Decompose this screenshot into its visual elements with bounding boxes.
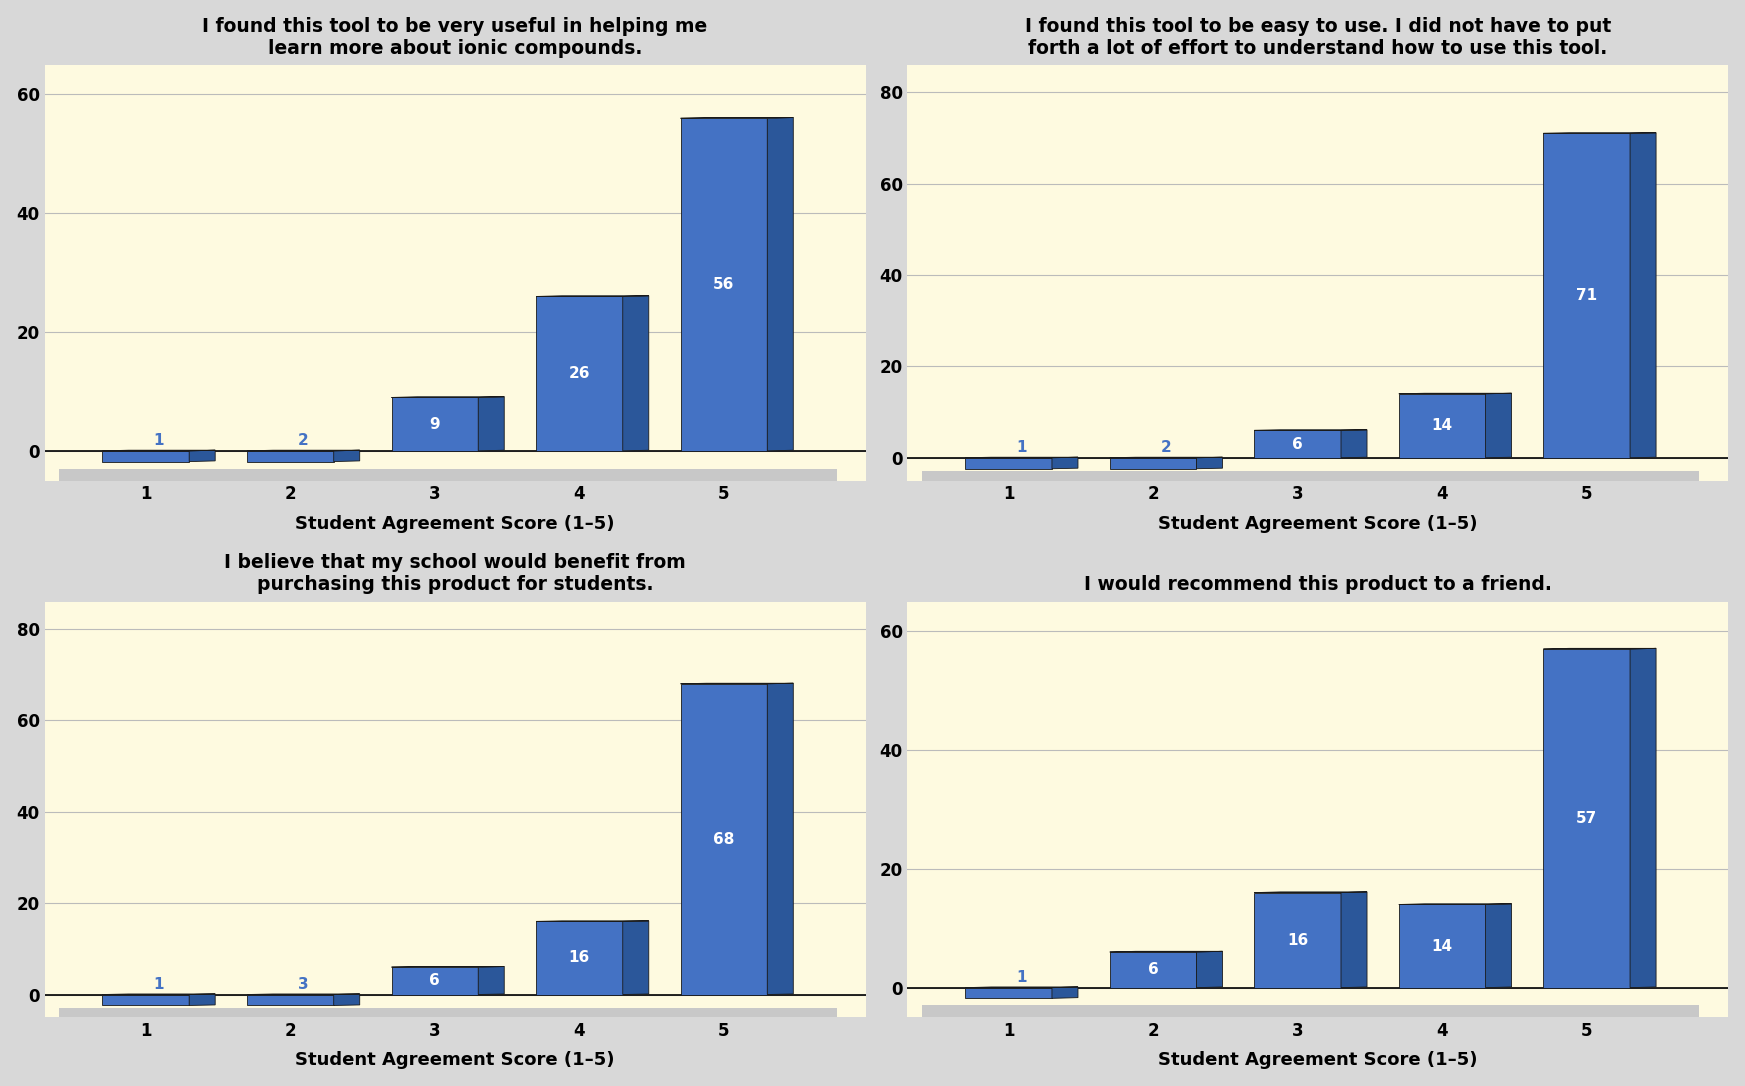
X-axis label: Student Agreement Score (1–5): Student Agreement Score (1–5) (295, 515, 614, 532)
Polygon shape (536, 921, 623, 995)
Text: 1: 1 (154, 433, 164, 449)
Polygon shape (1630, 132, 1656, 458)
X-axis label: Student Agreement Score (1–5): Student Agreement Score (1–5) (295, 1051, 614, 1070)
Polygon shape (391, 397, 478, 451)
Text: 6: 6 (1293, 437, 1304, 452)
Polygon shape (921, 471, 1700, 481)
Polygon shape (1630, 648, 1656, 987)
Polygon shape (103, 995, 188, 1006)
Text: 14: 14 (1431, 938, 1454, 954)
Text: 71: 71 (1576, 288, 1597, 303)
Polygon shape (1399, 905, 1485, 987)
Text: 2: 2 (298, 433, 309, 449)
Polygon shape (248, 451, 333, 462)
Polygon shape (333, 994, 359, 1006)
Text: 56: 56 (714, 277, 735, 292)
Title: I found this tool to be very useful in helping me
learn more about ionic compoun: I found this tool to be very useful in h… (202, 16, 708, 58)
Polygon shape (59, 469, 836, 481)
Polygon shape (188, 994, 215, 1006)
Text: 16: 16 (1288, 933, 1309, 948)
Polygon shape (1197, 457, 1223, 469)
Text: 1: 1 (1016, 970, 1026, 985)
Polygon shape (59, 1008, 836, 1018)
Text: 1: 1 (1016, 441, 1026, 455)
Polygon shape (623, 295, 649, 451)
Polygon shape (1110, 458, 1197, 469)
Text: 1: 1 (154, 977, 164, 993)
Text: 9: 9 (429, 417, 440, 431)
Title: I would recommend this product to a friend.: I would recommend this product to a frie… (1084, 576, 1551, 594)
Text: 16: 16 (569, 950, 590, 965)
Polygon shape (536, 296, 623, 451)
Text: 2: 2 (1160, 441, 1171, 455)
Polygon shape (1485, 904, 1511, 987)
Polygon shape (1485, 393, 1511, 458)
Text: 68: 68 (714, 832, 735, 847)
Polygon shape (1543, 649, 1630, 987)
Polygon shape (1052, 457, 1078, 469)
Text: 26: 26 (569, 366, 590, 381)
Polygon shape (681, 684, 768, 995)
Text: 57: 57 (1576, 811, 1597, 825)
Polygon shape (103, 451, 188, 462)
Polygon shape (768, 683, 794, 995)
Polygon shape (1255, 430, 1340, 458)
Title: I found this tool to be easy to use. I did not have to put
forth a lot of effort: I found this tool to be easy to use. I d… (1024, 16, 1611, 58)
X-axis label: Student Agreement Score (1–5): Student Agreement Score (1–5) (1159, 515, 1478, 532)
Text: 3: 3 (298, 977, 309, 993)
Polygon shape (478, 967, 504, 995)
Polygon shape (248, 995, 333, 1006)
Polygon shape (965, 987, 1052, 998)
Polygon shape (1543, 134, 1630, 458)
Polygon shape (1340, 892, 1366, 987)
Text: 6: 6 (429, 973, 440, 988)
Text: 6: 6 (1148, 962, 1159, 977)
Polygon shape (1399, 394, 1485, 458)
Polygon shape (681, 118, 768, 451)
Polygon shape (965, 458, 1052, 469)
Polygon shape (1110, 952, 1197, 987)
Polygon shape (333, 451, 359, 462)
Polygon shape (188, 451, 215, 462)
Polygon shape (1340, 430, 1366, 458)
Text: 14: 14 (1431, 418, 1454, 433)
Title: I believe that my school would benefit from
purchasing this product for students: I believe that my school would benefit f… (223, 554, 686, 594)
X-axis label: Student Agreement Score (1–5): Student Agreement Score (1–5) (1159, 1051, 1478, 1070)
Polygon shape (1255, 893, 1340, 987)
Polygon shape (623, 921, 649, 995)
Polygon shape (921, 1006, 1700, 1018)
Polygon shape (768, 117, 794, 451)
Polygon shape (1052, 987, 1078, 998)
Polygon shape (1197, 951, 1223, 987)
Polygon shape (391, 968, 478, 995)
Polygon shape (478, 396, 504, 451)
